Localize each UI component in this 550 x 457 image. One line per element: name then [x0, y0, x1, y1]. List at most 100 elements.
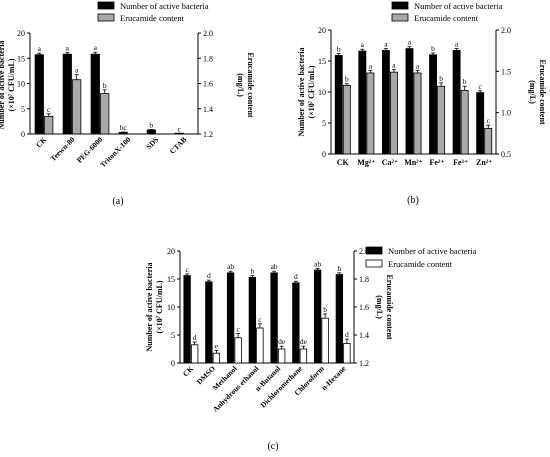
- y-axis-unit: (×10⁷ CFU/mL): [155, 280, 164, 333]
- y2-tick-label: 1.2: [359, 359, 369, 368]
- y2-tick-label: 1.2: [203, 130, 213, 139]
- erucamide-bar: [342, 84, 351, 155]
- significance-label: de: [300, 337, 308, 346]
- significance-label: a: [66, 44, 70, 53]
- bacteria-bar: [313, 269, 322, 364]
- significance-label: b: [323, 305, 327, 314]
- y-tick-label: 20: [318, 26, 326, 35]
- erucamide-bar: [44, 115, 54, 135]
- significance-label: ab: [314, 259, 321, 268]
- bacteria-bar: [90, 53, 100, 135]
- significance-label: a: [361, 40, 365, 49]
- significance-label: de: [278, 337, 286, 346]
- significance-label: e: [215, 341, 219, 350]
- erucamide-bar: [234, 337, 242, 364]
- significance-label: a: [392, 61, 396, 70]
- legend-swatch: [97, 1, 115, 10]
- y2-axis-title-text: Erucamide content: [246, 52, 255, 117]
- y-axis-title: Number of active bacteria(×10⁷ CFU/mL): [0, 41, 16, 130]
- bacteria-bar: [183, 275, 191, 364]
- y-tick-label: 20: [17, 29, 25, 38]
- y-axis-unit: (×10⁷ CFU/mL): [307, 65, 316, 118]
- bacteria-bar: [270, 272, 278, 364]
- significance-label: a: [416, 62, 420, 71]
- legend-swatch: [365, 246, 383, 255]
- y2-tick-label: 1.4: [203, 105, 213, 114]
- x-tick-label: CTAB: [168, 135, 189, 156]
- x-tick-label: TritonX-100: [98, 135, 132, 169]
- significance-label: b: [149, 120, 153, 129]
- y-tick-label: 5: [21, 105, 25, 114]
- significance-label: b: [431, 44, 435, 53]
- y-tick-label: 10: [318, 88, 326, 97]
- y2-tick-label: 1.8: [203, 54, 213, 63]
- bacteria-bar: [334, 55, 343, 155]
- significance-label: a: [94, 43, 98, 52]
- significance-label: bc: [120, 123, 128, 132]
- x-tick-label: Zn²⁺: [476, 158, 492, 167]
- erucamide-bar: [343, 342, 351, 364]
- erucamide-bar: [460, 89, 469, 155]
- panel-label: (a): [112, 196, 123, 207]
- bacteria-bar: [34, 54, 44, 135]
- x-tick-label: Fe²⁺: [430, 158, 445, 167]
- erucamide-bar: [100, 93, 110, 135]
- significance-label: b: [103, 81, 107, 90]
- y2-tick-label: 0.5: [501, 150, 511, 159]
- y2-axis-unit: (mg/L): [375, 295, 384, 319]
- bacteria-bar: [476, 92, 485, 155]
- y-tick-label: 10: [167, 303, 175, 312]
- significance-label: a: [455, 40, 459, 49]
- y-tick-label: 0: [322, 150, 326, 159]
- significance-label: b: [439, 74, 443, 83]
- chart-legend: Number of active bacteria Erucamide conte…: [365, 246, 477, 269]
- y2-tick-label: 1.8: [359, 275, 369, 284]
- legend-label: Erucamide content: [120, 13, 185, 23]
- y-tick-label: 10: [17, 80, 25, 89]
- y2-axis-unit: (mg/L): [236, 73, 245, 97]
- x-tick-label: Ca²⁺: [382, 158, 398, 167]
- y2-axis-title: Erucamide content(mg/L): [375, 274, 394, 339]
- y2-tick-label: 1.6: [359, 303, 369, 312]
- erucamide-bar: [299, 348, 308, 364]
- significance-label: ab: [227, 262, 234, 271]
- legend-swatch: [391, 1, 409, 10]
- significance-label: b: [337, 45, 341, 54]
- bacteria-bar: [248, 276, 257, 364]
- y2-tick-label: 1.0: [501, 109, 511, 118]
- y2-tick-label: 1.5: [501, 67, 511, 76]
- y-tick-label: 15: [318, 57, 326, 66]
- y2-axis-title-text: Erucamide content: [385, 274, 394, 339]
- erucamide-bar: [413, 72, 422, 155]
- bacteria-bar: [429, 54, 437, 155]
- y-axis-unit: (×10⁷ CFU/mL): [7, 58, 16, 111]
- significance-label: b: [337, 264, 341, 273]
- significance-label: b: [463, 77, 467, 86]
- erucamide-bar: [390, 71, 398, 155]
- bacteria-bar: [226, 272, 235, 364]
- y2-tick-label: 1.6: [203, 80, 213, 89]
- x-tick-label: Teewn-80: [48, 135, 76, 163]
- y-tick-label: 5: [322, 119, 326, 128]
- x-tick-label: Mg²⁺: [357, 158, 375, 167]
- chart-legend: Number of active bacteria Erucamide conte…: [391, 1, 503, 23]
- y2-tick-label: 2.0: [501, 26, 511, 35]
- x-tick-label: CK: [337, 158, 350, 167]
- y-tick-label: 20: [167, 247, 175, 256]
- x-tick-label: SDS: [144, 135, 160, 151]
- y2-axis-title-text: Erucamide content: [538, 59, 547, 124]
- legend-swatch: [97, 13, 115, 22]
- erucamide-bar: [256, 327, 264, 364]
- y-axis-title-text: Number of active bacteria: [145, 263, 154, 352]
- significance-label: ab: [271, 262, 278, 271]
- significance-label: c: [178, 124, 182, 133]
- significance-label: c: [47, 105, 51, 114]
- bacteria-bar: [335, 274, 344, 364]
- legend-label: Number of active bacteria: [388, 246, 477, 256]
- y-tick-label: 15: [167, 275, 175, 284]
- y2-tick-label: 1.4: [359, 331, 369, 340]
- y-axis-title: Number of active bacteria(×10⁷ CFU/mL): [145, 263, 164, 352]
- legend-label: Number of active bacteria: [414, 1, 503, 11]
- significance-label: d: [207, 271, 211, 280]
